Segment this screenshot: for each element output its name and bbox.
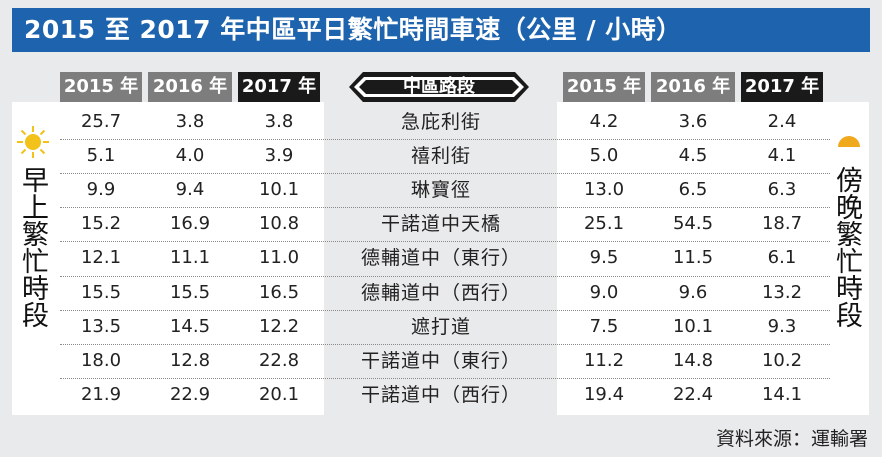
evening-value: 14.1 (761, 383, 803, 405)
header-evening-2017: 2017 年 (741, 72, 823, 102)
evening-value: 11.2 (583, 349, 625, 371)
morning-value: 3.8 (175, 111, 205, 132)
road-name: 急庇利街 (400, 111, 481, 133)
table-row: 15.5 15.5 16.5 德輔道中（西行） 9.0 9.6 13.2 (0, 276, 882, 310)
evening-value: 11.5 (672, 247, 714, 269)
morning-value: 15.2 (80, 213, 122, 235)
evening-value: 4.2 (589, 111, 619, 132)
row-separator (60, 207, 830, 209)
morning-label-text: 早上繁忙時段 (17, 166, 48, 328)
table-row: 25.7 3.8 3.8 急庇利街 4.2 3.6 2.4 (0, 105, 882, 139)
morning-value: 13.5 (80, 315, 122, 337)
table-row: 21.9 22.9 20.1 干諾道中（西行） 19.4 22.4 14.1 (0, 378, 882, 412)
evening-value: 6.1 (767, 247, 797, 269)
morning-value: 22.8 (258, 349, 300, 371)
header-evening-2016: 2016 年 (651, 72, 735, 102)
source-note: 資料來源：運輸署 (715, 428, 868, 450)
evening-value: 54.5 (672, 213, 714, 235)
evening-value: 13.2 (761, 281, 803, 303)
morning-value: 4.0 (175, 145, 205, 167)
morning-value: 15.5 (169, 281, 211, 303)
table-row: 12.1 11.1 11.0 德輔道中（東行） 9.5 11.5 6.1 (0, 241, 882, 275)
table-row: 13.5 14.5 12.2 遮打道 7.5 10.1 9.3 (0, 310, 882, 344)
morning-label: 早上繁忙時段 (17, 166, 49, 328)
road-name: 德輔道中（西行） (360, 281, 521, 304)
morning-value: 12.1 (80, 247, 122, 269)
road-header-shape (349, 72, 529, 102)
sunset-icon (838, 136, 860, 147)
evening-value: 19.4 (583, 383, 625, 405)
header-morning-2015: 2015 年 (60, 72, 142, 102)
row-separator (60, 275, 830, 277)
table-row: 5.1 4.0 3.9 禧利街 5.0 4.5 4.1 (0, 139, 882, 173)
road-name: 干諾道中天橋 (380, 213, 501, 236)
morning-value: 14.5 (169, 315, 211, 337)
morning-value: 25.7 (80, 111, 122, 132)
row-separator (60, 343, 830, 345)
morning-value: 22.9 (169, 383, 211, 405)
evening-value: 9.0 (589, 281, 619, 303)
row-separator (60, 173, 830, 175)
table-row: 18.0 12.8 22.8 干諾道中（東行） 11.2 14.8 10.2 (0, 344, 882, 378)
road-header: 中區路段 (349, 72, 529, 102)
evening-value: 9.5 (589, 247, 619, 269)
evening-value: 25.1 (583, 213, 625, 235)
evening-value: 14.8 (672, 349, 714, 371)
morning-value: 11.1 (169, 247, 211, 269)
evening-label: 傍晚繁忙時段 (831, 166, 863, 328)
evening-value: 10.1 (672, 315, 714, 337)
evening-value: 7.5 (589, 315, 619, 337)
evening-value: 2.4 (767, 111, 797, 132)
morning-value: 11.0 (258, 247, 300, 269)
morning-value: 5.1 (86, 145, 116, 167)
header-morning-2017: 2017 年 (238, 72, 320, 102)
morning-panel (12, 102, 324, 415)
road-header-label: 中區路段 (403, 76, 475, 97)
evening-value: 6.5 (678, 179, 708, 201)
table-row: 9.9 9.4 10.1 琳寶徑 13.0 6.5 6.3 (0, 173, 882, 207)
road-name: 禧利街 (410, 145, 471, 168)
morning-value: 12.8 (169, 349, 211, 371)
morning-value: 16.5 (258, 281, 300, 303)
table-row: 15.2 16.9 10.8 干諾道中天橋 25.1 54.5 18.7 (0, 207, 882, 241)
road-name: 干諾道中（西行） (360, 383, 521, 406)
evening-value: 10.2 (761, 349, 803, 371)
morning-value: 9.9 (86, 179, 116, 201)
row-separator (60, 377, 830, 379)
evening-value: 13.0 (583, 179, 625, 201)
row-separator (60, 241, 830, 243)
morning-value: 21.9 (80, 383, 122, 405)
morning-value: 9.4 (175, 179, 205, 201)
chart-title: 2015 至 2017 年中區平日繁忙時間車速（公里 / 小時） (12, 8, 870, 52)
evening-value: 22.4 (672, 383, 714, 405)
evening-value: 9.3 (767, 315, 797, 337)
evening-value: 3.6 (678, 111, 708, 132)
morning-value: 3.8 (264, 111, 294, 132)
evening-value: 6.3 (767, 179, 797, 201)
morning-value: 12.2 (258, 315, 300, 337)
morning-value: 3.9 (264, 145, 294, 167)
evening-label-text: 傍晚繁忙時段 (831, 166, 862, 328)
road-name: 德輔道中（東行） (360, 247, 521, 270)
evening-value: 9.6 (678, 281, 708, 303)
road-name: 遮打道 (410, 315, 471, 338)
morning-value: 15.5 (80, 281, 122, 303)
evening-value: 4.5 (678, 145, 708, 167)
morning-value: 20.1 (258, 383, 300, 405)
morning-value: 16.9 (169, 213, 211, 235)
morning-value: 10.8 (258, 213, 300, 235)
header-evening-2015: 2015 年 (563, 72, 645, 102)
header-morning-2016: 2016 年 (148, 72, 232, 102)
row-separator (60, 309, 830, 311)
road-name: 干諾道中（東行） (360, 349, 521, 372)
row-separator (60, 139, 830, 141)
evening-value: 18.7 (761, 213, 803, 235)
evening-value: 5.0 (589, 145, 619, 167)
morning-value: 18.0 (80, 349, 122, 371)
sun-icon (17, 126, 49, 158)
morning-value: 10.1 (258, 179, 300, 201)
road-name: 琳寶徑 (410, 179, 471, 202)
evening-value: 4.1 (767, 145, 797, 167)
evening-panel (557, 102, 869, 415)
